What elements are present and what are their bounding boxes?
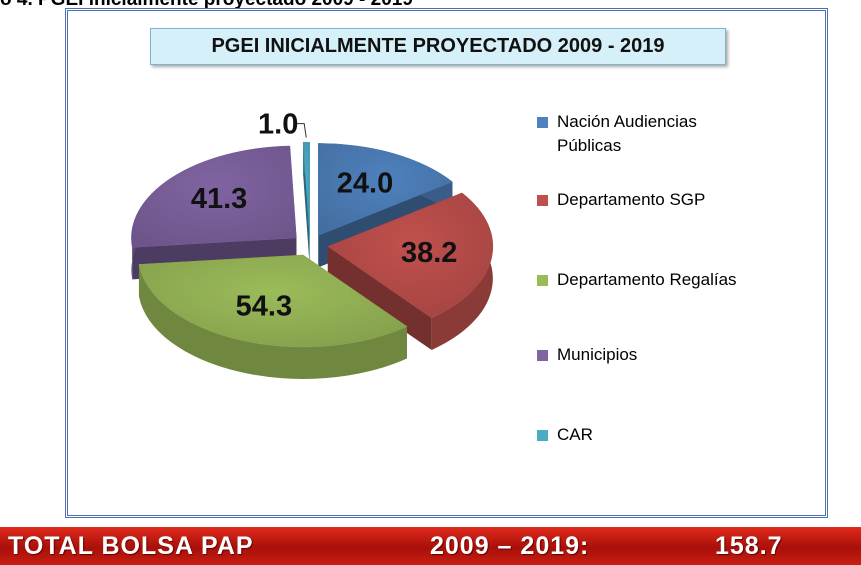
legend-item: CAR	[537, 423, 810, 447]
chart: 24.0 38.2 54.3 41.3 1.0	[131, 108, 494, 379]
legend-label: CAR	[557, 425, 593, 444]
data-label: 41.3	[191, 183, 247, 215]
data-label: 38.2	[401, 237, 457, 269]
pie-slice-side	[327, 246, 432, 350]
legend-item: Municipios	[537, 343, 810, 367]
caption: o 4. PGEI inicialmente proyectado 2009 -…	[0, 0, 413, 11]
pie-slice	[317, 143, 453, 236]
banner-label: TOTAL BOLSA PAP	[8, 532, 254, 560]
legend-label: Municipios	[557, 345, 638, 364]
pie-slice	[302, 141, 310, 235]
pie-slice	[138, 254, 408, 348]
data-label: 1.0	[258, 108, 298, 140]
banner-total: 158.7	[715, 532, 783, 560]
legend-swatch	[537, 195, 548, 206]
pie-slice	[131, 145, 297, 248]
legend-swatch	[537, 117, 548, 128]
pie-slice-wall	[138, 264, 407, 379]
legend-label: Departamento Regalías	[557, 270, 737, 289]
data-label: 54.3	[236, 290, 292, 322]
data-label: 24.0	[337, 167, 393, 199]
legend-swatch	[537, 430, 548, 441]
chart-title: PGEI INICIALMENTE PROYECTADO 2009 - 2019	[150, 28, 726, 65]
pie-slice	[327, 192, 494, 319]
legend-label: Departamento SGP	[557, 190, 706, 209]
legend-item: Departamento SGP	[537, 188, 810, 212]
legend-swatch	[537, 350, 548, 361]
legend-swatch	[537, 275, 548, 286]
legend-item: Departamento Regalías	[537, 268, 810, 292]
leader-line	[296, 123, 307, 138]
legend-label: Nación Audiencias Públicas	[557, 112, 697, 155]
total-banner: TOTAL BOLSA PAP 2009 – 2019: 158.7	[0, 527, 861, 565]
banner-period: 2009 – 2019:	[430, 532, 590, 560]
legend-item: Nación Audiencias Públicas	[537, 110, 810, 158]
